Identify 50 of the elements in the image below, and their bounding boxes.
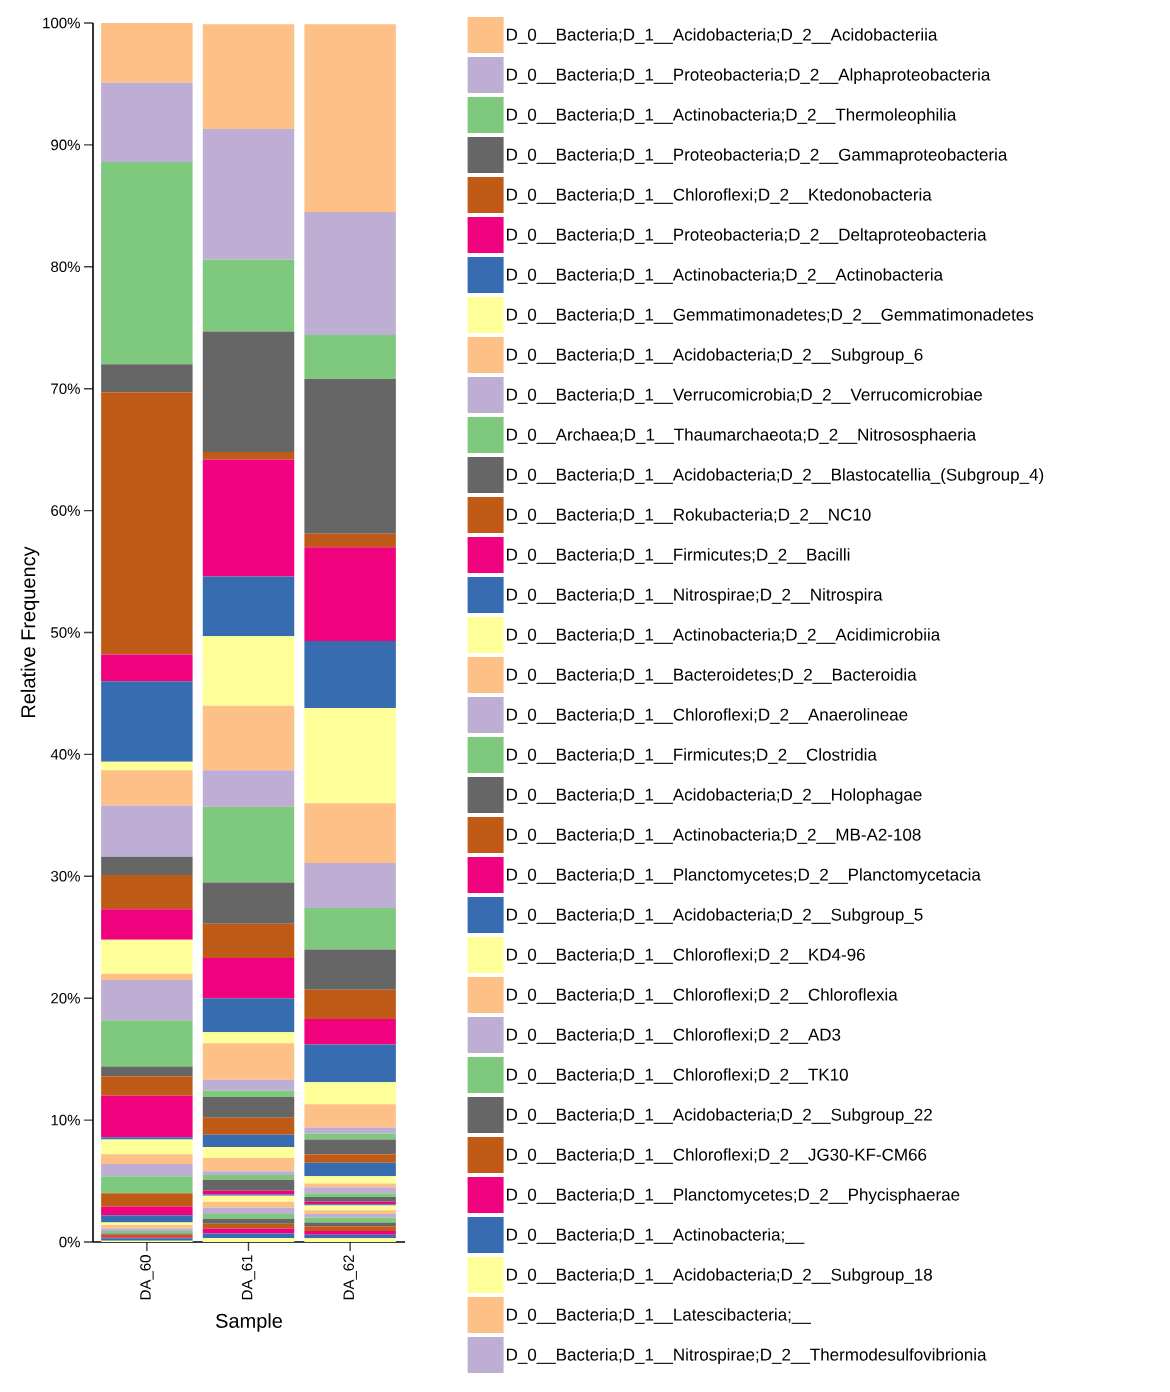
x-tick-label: DA_60 [140, 1255, 154, 1300]
legend-label: D_0__Bacteria;D_1__Actinobacteria;D_2__Actinobacteria [506, 268, 944, 284]
legend-label: D_0__Bacteria;D_1__Chloroflexi;D_2__Ktedonobacteria [506, 188, 932, 204]
legend-label: D_0__Bacteria;D_1__Gemmatimonadetes;D_2__Gemmatimonadetes [506, 308, 1034, 324]
legend-label: D_0__Archaea;D_1__Thaumarchaeota;D_2__Nitrososphaeria [506, 428, 977, 445]
legend-label: D_0__Bacteria;D_1__Latescibacteria;__ [506, 1308, 811, 1324]
legend-label: D_0__Bacteria;D_1__Proteobacteria;D_2__Alphaproteobacteria [506, 68, 991, 85]
legend-label: D_0__Bacteria;D_1__Acidobacteria;D_2__Acidobacteriia [506, 28, 938, 44]
y-tick-label: 60% [51, 505, 80, 516]
legend-label: D_0__Bacteria;D_1__Nitrospirae;D_2__Nitrospira [506, 588, 883, 605]
y-tick-label: 40% [50, 749, 80, 760]
legend-label: D_0__Bacteria;D_1__Chloroflexi;D_2__Anaerolineae [506, 708, 908, 724]
y-axis-title: Relative Frequency [20, 546, 40, 718]
legend-label: D_0__Bacteria;D_1__Verrucomicrobia;D_2__Verrucomicrobiae [506, 388, 982, 404]
y-tick-label: 90% [51, 139, 80, 151]
legend-label: D_0__Bacteria;D_1__Bacteroidetes;D_2__Bacteroidia [506, 668, 917, 684]
legend-label: D_0__Bacteria;D_1__Acidobacteria;D_2__Blastocatellia_(Subgroup_4) [506, 468, 1044, 485]
legend-label: D_0__Bacteria;D_1__Chloroflexi;D_2__Chloroflexia [506, 988, 898, 1004]
legend-label: D_0__Bacteria;D_1__Firmicutes;D_2__Bacilli [506, 548, 850, 564]
legend-label: D_0__Bacteria;D_1__Acidobacteria;D_2__Subgroup_22 [506, 1108, 932, 1125]
y-tick-label: 0% [59, 1236, 80, 1248]
legend-label: D_0__Bacteria;D_1__Acidobacteria;D_2__Subgroup_18 [506, 1268, 932, 1285]
legend-label: D_0__Bacteria;D_1__Proteobacteria;D_2__Gammaproteobacteria [506, 148, 1008, 165]
y-tick-label: 80% [51, 261, 80, 273]
legend-label: D_0__Bacteria;D_1__Actinobacteria;D_2__Thermoleophilia [506, 108, 957, 125]
legend-label: D_0__Bacteria;D_1__Proteobacteria;D_2__Deltaproteobacteria [506, 228, 987, 245]
legend-label: D_0__Bacteria;D_1__Chloroflexi;D_2__JG30-KF-CM66 [506, 1148, 927, 1164]
y-tick-label: 30% [51, 870, 80, 882]
legend-label: D_0__Bacteria;D_1__Firmicutes;D_2__Clostridia [506, 748, 877, 764]
legend-label: D_0__Bacteria;D_1__Planctomycetes;D_2__Planctomycetacia [506, 868, 981, 885]
legend-label: D_0__Bacteria;D_1__Acidobacteria;D_2__Subgroup_5 [506, 908, 923, 925]
legend-label: D_0__Bacteria;D_1__Acidobacteria;D_2__Holophagae [506, 788, 922, 805]
y-tick-label: 10% [51, 1114, 80, 1126]
legend-label: D_0__Bacteria;D_1__Rokubacteria;D_2__NC10 [506, 508, 871, 524]
x-tick-label: DA_62 [343, 1255, 357, 1300]
y-tick-label: 20% [51, 992, 80, 1004]
legend-label: D_0__Bacteria;D_1__Chloroflexi;D_2__TK10 [506, 1068, 848, 1084]
legend-label: D_0__Bacteria;D_1__Planctomycetes;D_2__Phycisphaerae [506, 1188, 960, 1205]
x-axis-title: Sample [216, 1313, 283, 1332]
legend-label: D_0__Bacteria;D_1__Actinobacteria;D_2__Acidimicrobiia [506, 628, 941, 644]
legend-label: D_0__Bacteria;D_1__Chloroflexi;D_2__AD3 [506, 1028, 841, 1044]
x-tick-label: DA_61 [241, 1255, 256, 1300]
legend-label: D_0__Bacteria;D_1__Acidobacteria;D_2__Subgroup_6 [506, 348, 923, 365]
legend-label: D_0__Bacteria;D_1__Chloroflexi;D_2__KD4-96 [506, 948, 865, 964]
legend-label: D_0__Bacteria;D_1__Actinobacteria;D_2__MB-A2-108 [506, 828, 921, 844]
y-tick-label: 70% [51, 383, 80, 394]
legend-label: D_0__Bacteria;D_1__Nitrospirae;D_2__Thermodesulfovibrionia [506, 1348, 987, 1365]
y-tick-label: 50% [51, 627, 80, 638]
legend-label: D_0__Bacteria;D_1__Actinobacteria;__ [506, 1228, 805, 1244]
y-tick-label: 100% [43, 17, 80, 29]
